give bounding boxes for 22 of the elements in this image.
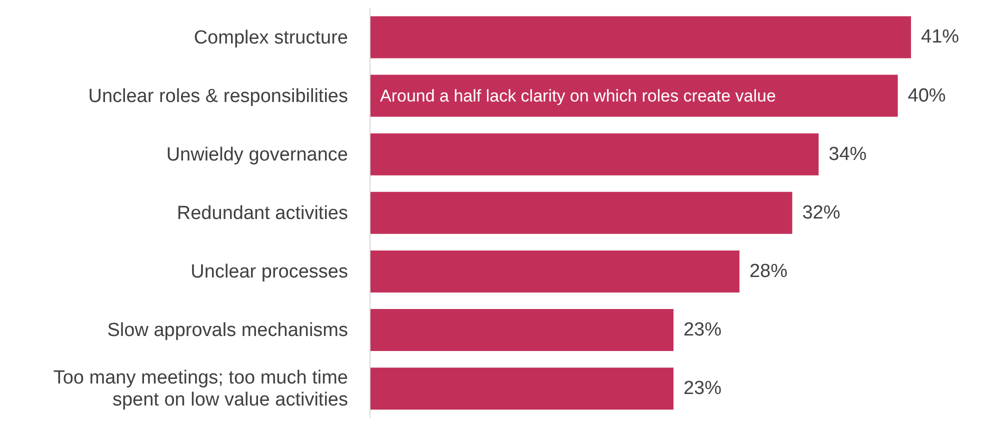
- annotation: Around a half lack clarity on which roles create value: [380, 86, 776, 106]
- data-label: 41%: [921, 26, 960, 48]
- data-label: 34%: [828, 144, 867, 165]
- y-tick-label: Slow approvals mechanisms: [107, 320, 348, 341]
- bar: [370, 16, 911, 58]
- bar: [370, 368, 674, 410]
- bar: [370, 250, 740, 292]
- bar: [370, 74, 898, 117]
- y-tick-label: Complex structure: [194, 26, 348, 48]
- data-label: 23%: [683, 378, 722, 400]
- y-tick-label: Unclear roles & responsibilities: [88, 85, 348, 106]
- y-tick-label: Too many meetings; too much time spent on low value activities: [53, 367, 348, 410]
- data-label: 23%: [683, 320, 722, 341]
- bar: [370, 309, 674, 352]
- y-tick-label: Redundant activities: [176, 202, 348, 224]
- y-tick-label: Unclear processes: [190, 261, 348, 282]
- bar: [370, 192, 792, 234]
- bar: [370, 133, 819, 176]
- y-tick-label: Unwieldy governance: [166, 144, 348, 165]
- data-label: 40%: [908, 85, 946, 106]
- data-label: 28%: [749, 260, 788, 282]
- data-label: 32%: [802, 202, 840, 224]
